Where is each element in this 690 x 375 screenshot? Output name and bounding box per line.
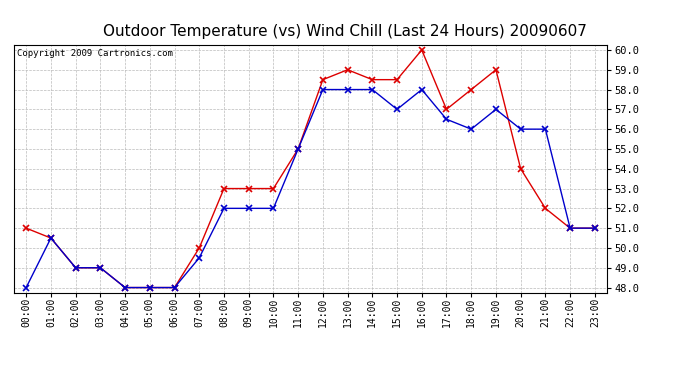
Text: Copyright 2009 Cartronics.com: Copyright 2009 Cartronics.com [17, 49, 172, 58]
Text: Outdoor Temperature (vs) Wind Chill (Last 24 Hours) 20090607: Outdoor Temperature (vs) Wind Chill (Las… [103, 24, 587, 39]
